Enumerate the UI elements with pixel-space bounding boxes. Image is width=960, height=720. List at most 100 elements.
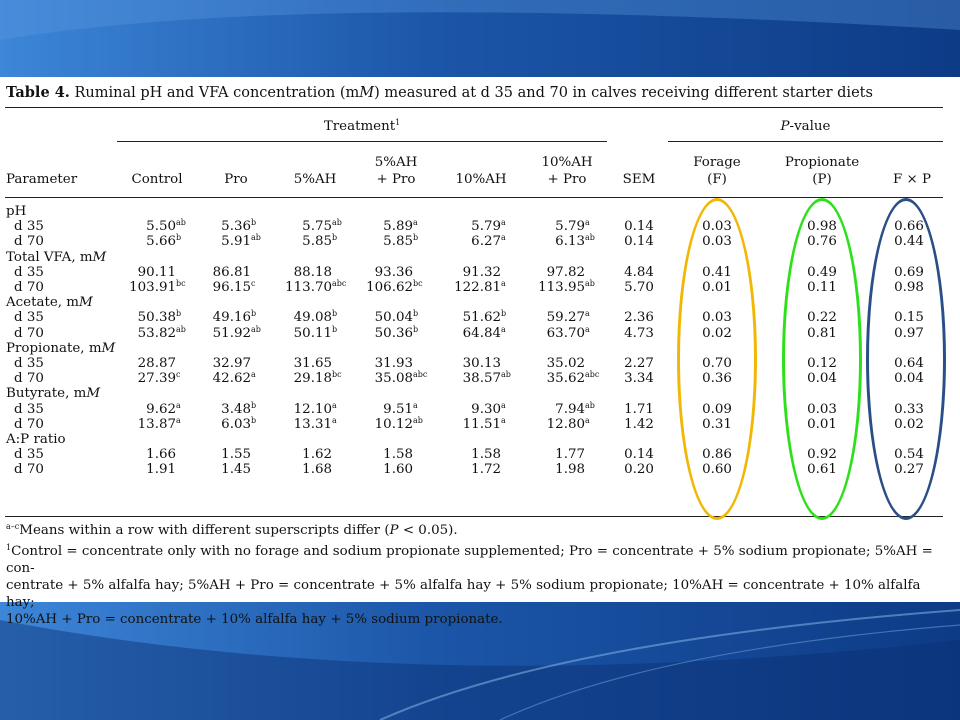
table-cell: 1.68 <box>302 462 332 478</box>
row-label: d 70 <box>14 234 44 250</box>
col-header-5ah: 5%AH <box>293 172 337 187</box>
row-group-label: Total VFA, mM <box>6 249 107 265</box>
row-group-label: A:P ratio <box>6 432 66 447</box>
table-cell: 11.51 a <box>462 415 506 432</box>
table-cell: 96.15 c <box>212 279 256 296</box>
table-cell: 9.62 a <box>146 400 181 417</box>
footnote-significance-text: Means within a row with different supers… <box>19 523 458 538</box>
table-cell: 6.03 b <box>221 415 257 432</box>
table-cell: 1.77 <box>555 447 585 463</box>
col-header-propionate-l1: Propionate <box>784 155 860 170</box>
col-header-parameter: Parameter <box>6 172 78 187</box>
row-label: d 35 <box>14 447 44 463</box>
sem-cell: 0.14 <box>624 447 654 463</box>
table-cell: 1.62 <box>302 447 332 463</box>
table-cell: 49.16 b <box>212 309 257 326</box>
table-cell: 59.27 a <box>546 309 590 326</box>
row-label: d 70 <box>14 371 44 387</box>
table-cell: 28.87 <box>137 356 176 371</box>
table-cell: 113.95 ab <box>538 279 595 296</box>
footnote-treatments-mark: 1 <box>6 543 12 552</box>
row-group-label: pH <box>6 204 27 219</box>
table-cell: 5.79 a <box>471 218 506 235</box>
table-cell: 63.70 a <box>546 324 590 341</box>
row-label: d 70 <box>14 416 44 432</box>
sem-cell: 5.70 <box>624 280 654 295</box>
table-cell: 1.58 <box>471 447 501 463</box>
col-header-5ah-pro-l2: + Pro <box>376 172 416 187</box>
table-cell: 29.18 bc <box>293 370 342 387</box>
table-cell: 12.80 a <box>546 415 590 432</box>
sem-cell: 0.14 <box>624 219 654 235</box>
sem-cell: 4.84 <box>624 264 654 280</box>
table-cell: 42.62 a <box>212 370 256 387</box>
table-cell: 1.91 <box>146 462 176 478</box>
table-cell: 86.81 <box>212 264 251 280</box>
table-cell: 93.36 <box>374 264 413 280</box>
sem-cell: 2.36 <box>624 310 654 326</box>
table-cell: 50.04 b <box>374 309 419 326</box>
table-cell: 97.82 <box>546 264 585 280</box>
treatment-group-label: Treatment <box>323 119 396 134</box>
sem-cell: 1.71 <box>624 401 654 417</box>
table-cell: 6.13 ab <box>555 233 595 250</box>
treatment-group-rule <box>117 141 607 142</box>
forage-highlight-oval <box>677 198 757 520</box>
table-caption-text: Ruminal pH and VFA concentration (mM) me… <box>74 85 873 101</box>
table-cell: 50.36 b <box>374 324 419 341</box>
table-cell: 5.85 b <box>302 233 338 250</box>
table-cell: 122.81 a <box>454 279 506 296</box>
pvalue-group-rule <box>668 141 943 142</box>
header-rule <box>5 197 943 198</box>
table-cell: 1.58 <box>383 447 413 463</box>
table-cell: 6.27 a <box>471 233 506 250</box>
table-cell: 1.60 <box>383 462 413 478</box>
pvalue-group-header: P-value <box>668 119 943 134</box>
table-cell: 27.39 c <box>137 370 181 387</box>
table-cell: 51.62 b <box>462 309 507 326</box>
table-cell: 13.31 a <box>293 415 337 432</box>
table-caption-label: Table 4. <box>6 84 70 101</box>
bottom-rule <box>5 516 943 517</box>
table-cell: 12.10 a <box>293 400 337 417</box>
table-cell: 1.55 <box>221 447 251 463</box>
row-label: d 35 <box>14 356 44 371</box>
footnote-treatments-line1: Control = concentrate only with no forag… <box>6 544 933 576</box>
table-caption: Table 4. Ruminal pH and VFA concentratio… <box>6 84 873 101</box>
table-cell: 88.18 <box>293 264 332 280</box>
table-cell: 31.93 <box>374 356 413 371</box>
col-header-control: Control <box>131 172 183 187</box>
table-cell: 51.92 ab <box>212 324 261 341</box>
col-header-sem: SEM <box>622 172 656 187</box>
sem-cell: 0.20 <box>624 462 654 478</box>
row-label: d 70 <box>14 325 44 341</box>
row-label: d 35 <box>14 264 44 280</box>
table-cell: 9.30 a <box>471 400 506 417</box>
table-cell: 50.38 b <box>137 309 182 326</box>
col-header-propionate-l2: (P) <box>812 172 832 187</box>
footnote-treatments: 1Control = concentrate only with no fora… <box>6 543 951 628</box>
row-label: d 35 <box>14 310 44 326</box>
table-cell: 1.45 <box>221 462 251 478</box>
footnote-treatments-line2: centrate + 5% alfalfa hay; 5%AH + Pro = … <box>6 578 921 610</box>
treatment-group-header: Treatment1 <box>117 118 607 135</box>
col-header-pro: Pro <box>224 172 248 187</box>
treatment-footnote-mark: 1 <box>395 118 401 127</box>
table-cell: 1.66 <box>146 447 176 463</box>
table-cell: 5.75 ab <box>302 218 342 235</box>
row-group-label: Butyrate, mM <box>6 386 101 402</box>
table-cell: 5.89 a <box>383 218 418 235</box>
top-rule <box>5 107 943 108</box>
table-cell: 5.36 b <box>221 218 257 235</box>
table-cell: 10.12 ab <box>374 415 423 432</box>
table-cell: 3.48 b <box>221 400 257 417</box>
col-header-5ah-pro-l1: 5%AH <box>374 155 418 170</box>
interaction-highlight-oval <box>866 198 946 520</box>
table-cell: 5.66 b <box>146 233 182 250</box>
table-cell: 50.11 b <box>293 324 338 341</box>
row-label: d 70 <box>14 462 44 478</box>
col-header-fxp: F × P <box>892 172 932 187</box>
row-group-label: Propionate, mM <box>6 340 116 356</box>
table-cell: 32.97 <box>212 356 251 371</box>
col-header-forage-l1: Forage <box>693 155 741 170</box>
